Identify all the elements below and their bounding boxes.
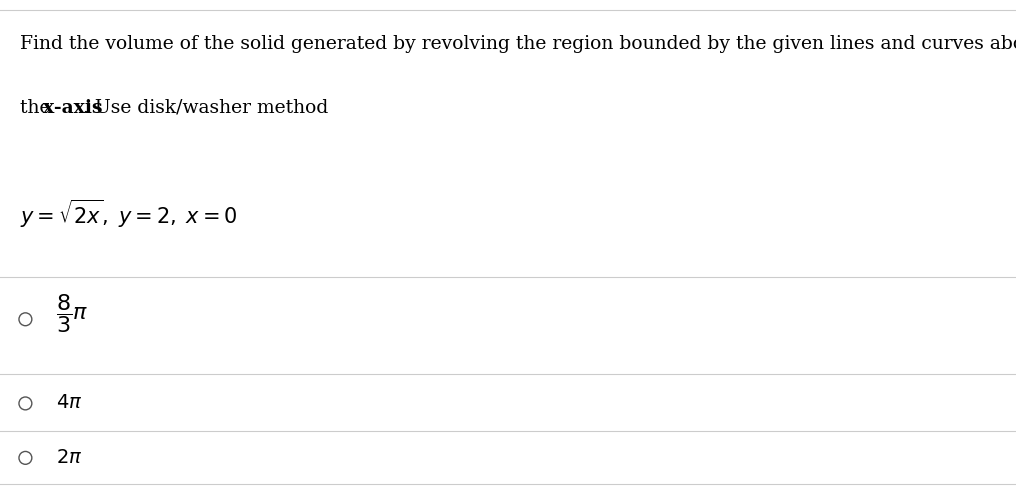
Text: $\dfrac{8}{3}\pi$: $\dfrac{8}{3}\pi$: [56, 292, 88, 335]
Text: . Use disk/washer method: . Use disk/washer method: [83, 99, 328, 117]
Text: $4\pi$: $4\pi$: [56, 395, 82, 412]
Text: x-axis: x-axis: [43, 99, 103, 117]
Text: $2\pi$: $2\pi$: [56, 449, 82, 467]
Text: $y = \sqrt{2x},\; y = 2,\; x = 0$: $y = \sqrt{2x},\; y = 2,\; x = 0$: [20, 198, 238, 230]
Text: the: the: [20, 99, 57, 117]
Text: Find the volume of the solid generated by revolving the region bounded by the gi: Find the volume of the solid generated b…: [20, 35, 1016, 52]
